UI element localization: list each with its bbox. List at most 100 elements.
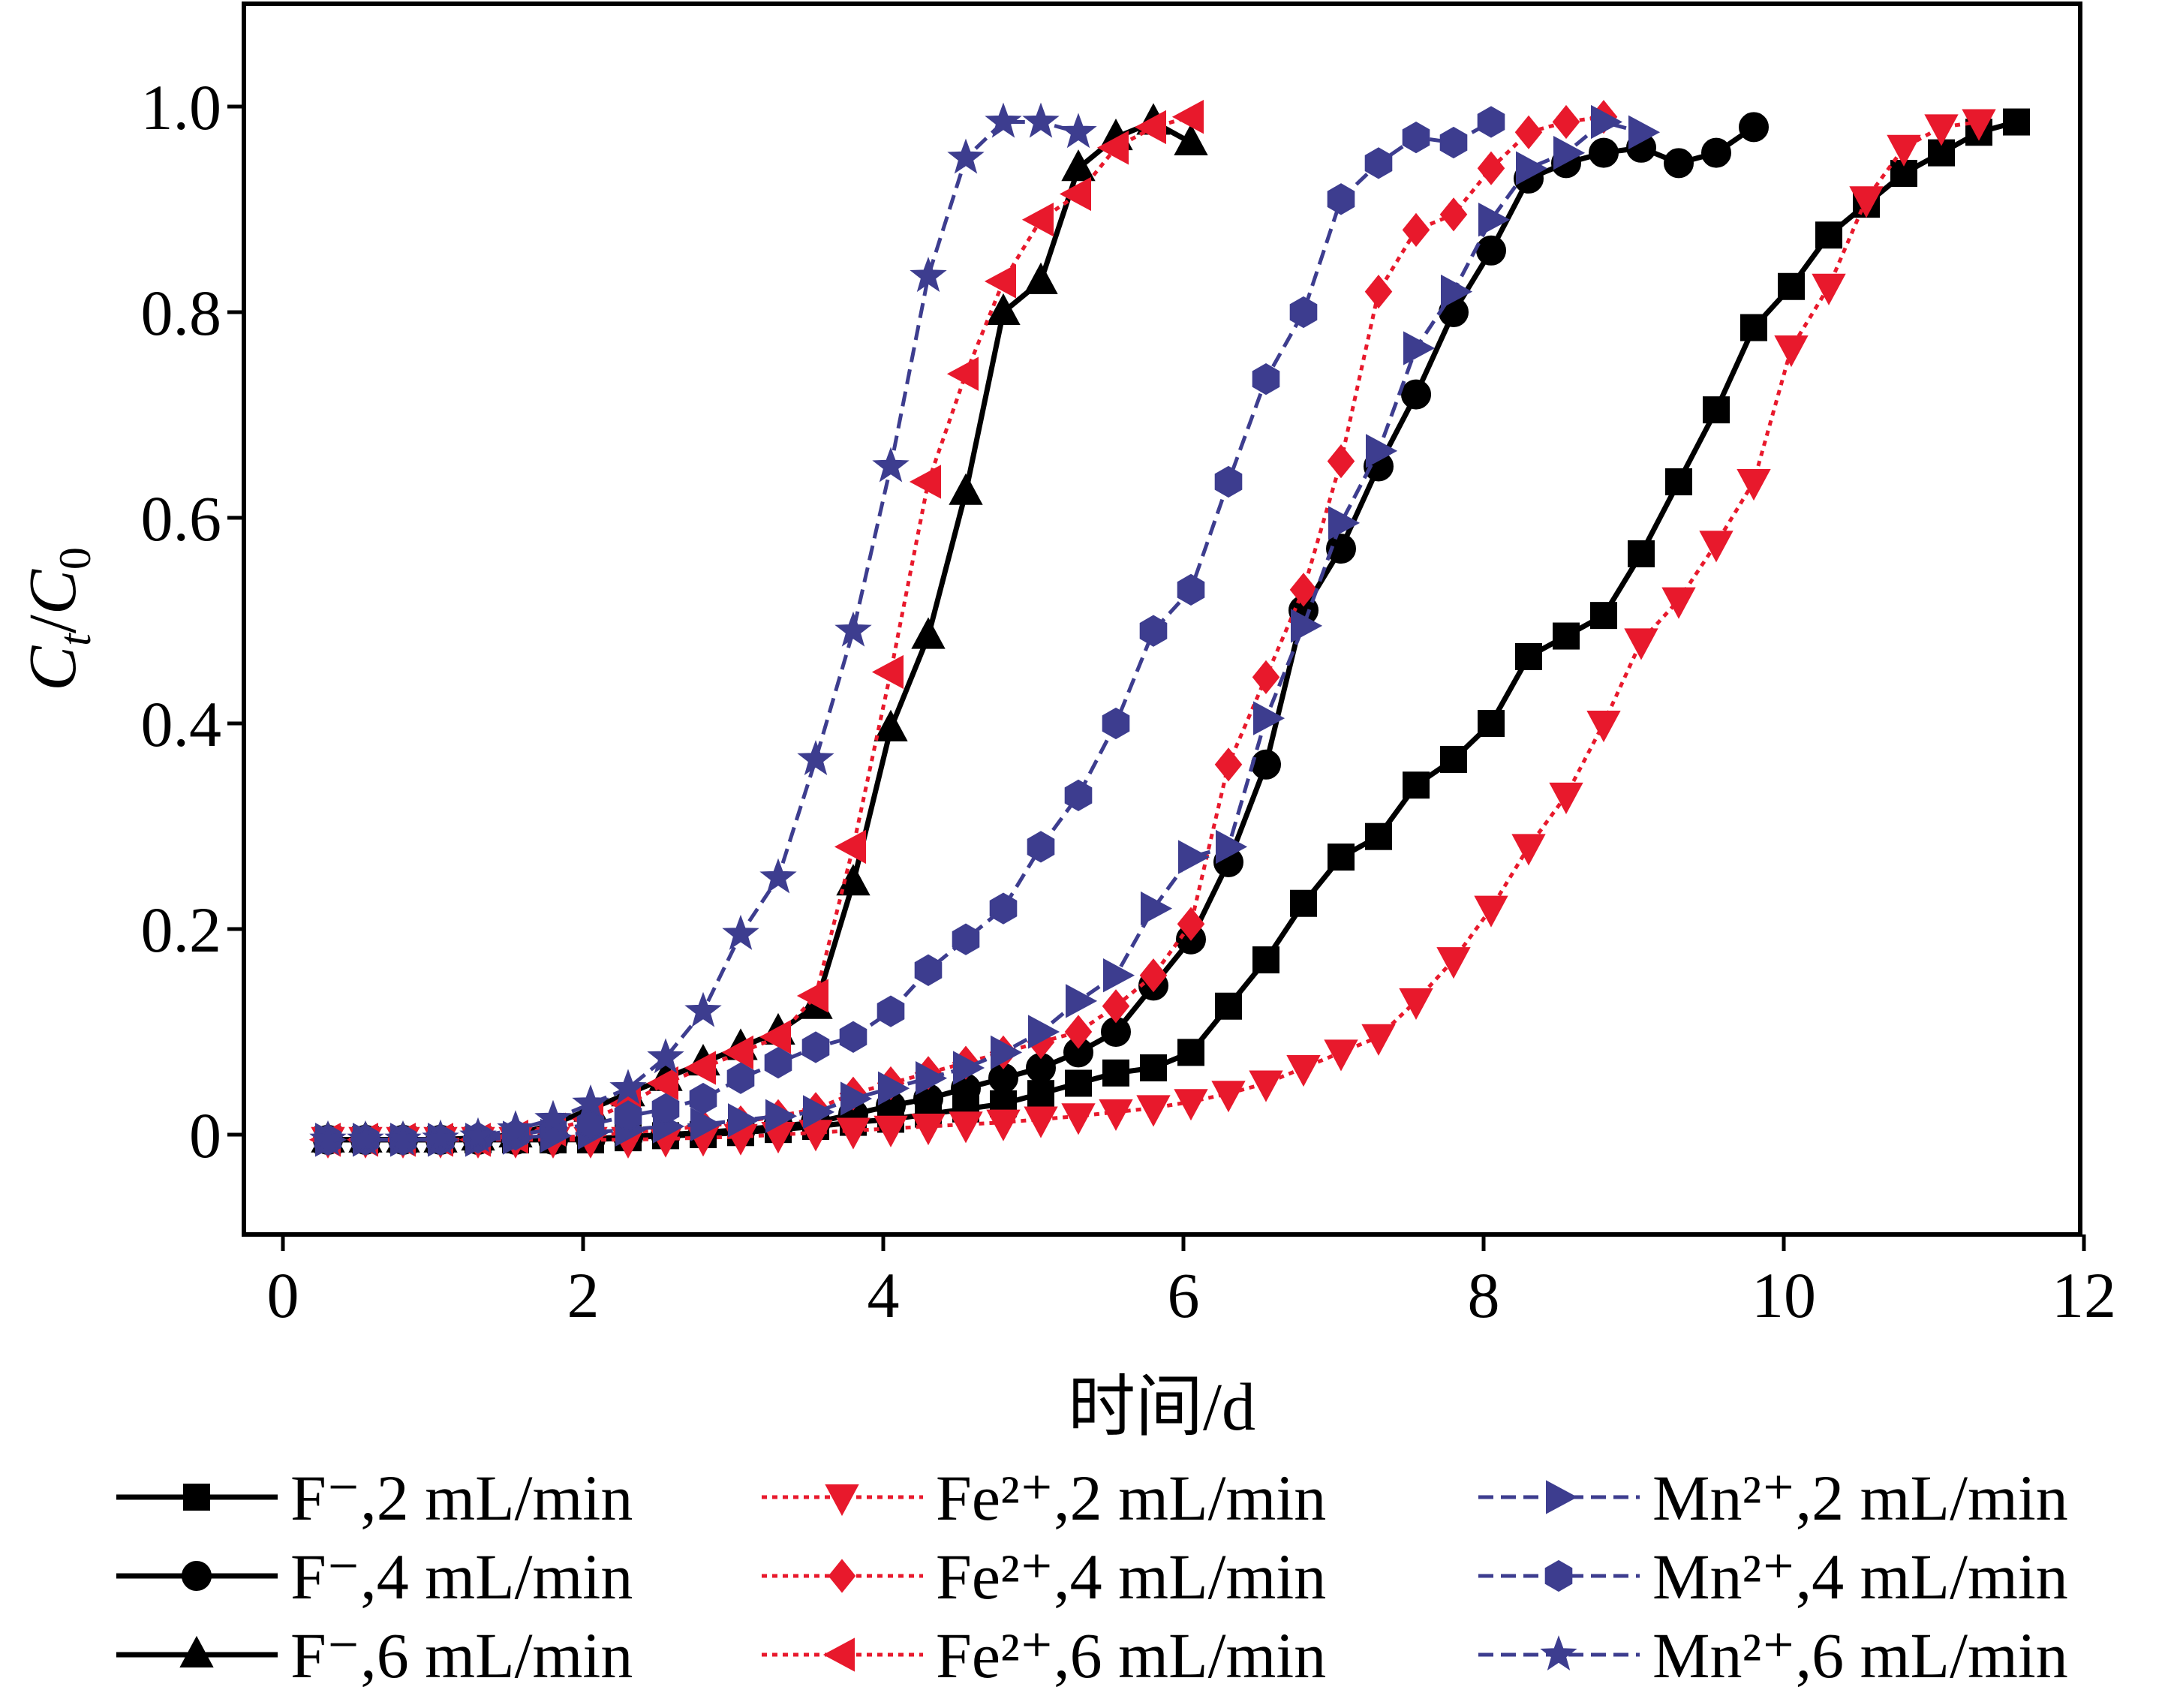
data-point	[1099, 1099, 1133, 1132]
data-point	[1024, 262, 1058, 294]
x-tick-label: 0	[267, 1259, 299, 1331]
data-point	[422, 1119, 459, 1155]
data-point	[690, 1107, 723, 1141]
data-point	[911, 1114, 946, 1146]
data-point	[1139, 958, 1168, 993]
data-point	[1403, 331, 1436, 365]
data-point	[684, 1051, 716, 1085]
data-point	[1628, 115, 1661, 149]
data-point	[1477, 151, 1505, 185]
data-point	[1139, 615, 1168, 647]
x-axis-ticks: 0 2 4 6 8 10 12	[267, 1234, 2116, 1331]
data-point	[1441, 274, 1473, 309]
data-point	[572, 1084, 609, 1120]
legend-label: F⁻,4 mL/min	[290, 1541, 633, 1613]
data-point	[947, 138, 985, 174]
y-tick-label: 0.8	[141, 277, 222, 349]
data-point	[1214, 747, 1243, 782]
series-line	[328, 115, 1604, 1142]
data-point	[796, 979, 828, 1013]
data-point	[1214, 465, 1243, 498]
data-point	[1252, 362, 1280, 395]
data-point	[946, 356, 979, 391]
data-point	[759, 858, 797, 894]
data-point	[1328, 506, 1361, 540]
data-point	[651, 1093, 680, 1125]
data-point	[989, 892, 1018, 925]
data-point	[1215, 992, 1242, 1020]
data-point	[1849, 186, 1884, 218]
legend-marker	[828, 1559, 856, 1593]
data-point	[986, 1109, 1021, 1141]
data-point	[1061, 149, 1096, 182]
data-point	[309, 1120, 347, 1156]
series-line	[328, 120, 1079, 1142]
data-point	[1516, 151, 1548, 185]
data-point	[1514, 115, 1543, 149]
data-point	[721, 1035, 753, 1070]
data-point	[1701, 137, 1731, 168]
data-point	[1740, 314, 1767, 341]
data-point	[878, 1071, 910, 1105]
data-point	[1177, 573, 1205, 606]
data-point	[1402, 121, 1430, 154]
legend-marker	[825, 1484, 859, 1517]
data-point	[952, 923, 980, 955]
data-point	[1291, 609, 1323, 643]
data-point	[1141, 891, 1173, 926]
x-tick-label: 8	[1468, 1259, 1500, 1331]
data-point	[1552, 104, 1580, 140]
x-axis-title: 时间/d	[1068, 1370, 1255, 1445]
data-point	[1059, 176, 1091, 212]
legend-item: F⁻,4 mL/min	[116, 1541, 633, 1613]
data-point	[1553, 622, 1580, 650]
data-point	[1289, 296, 1318, 329]
data-point	[614, 1100, 642, 1132]
data-point	[1136, 1095, 1171, 1127]
data-point	[803, 1095, 835, 1129]
data-point	[871, 654, 904, 690]
y-axis-title-sub2: 0	[50, 547, 100, 570]
data-point	[1664, 148, 1694, 179]
x-tick-label: 2	[567, 1259, 600, 1331]
data-point	[1436, 947, 1471, 979]
data-point	[1102, 707, 1130, 740]
data-point	[1134, 110, 1166, 145]
data-point	[911, 617, 946, 649]
data-point	[1326, 534, 1356, 564]
data-point	[1366, 434, 1398, 468]
data-point	[834, 611, 872, 647]
data-point	[1174, 123, 1208, 155]
data-point	[949, 1111, 983, 1144]
series-line	[328, 120, 1642, 1142]
data-point	[609, 1069, 647, 1105]
y-tick-label: 0.2	[141, 894, 222, 966]
legend-label: F⁻,2 mL/min	[290, 1462, 633, 1534]
data-point	[1812, 273, 1846, 305]
data-point	[1211, 1081, 1246, 1113]
data-point	[347, 1120, 384, 1156]
data-point	[1060, 113, 1097, 149]
legend-label: Fe²⁺,6 mL/min	[936, 1619, 1326, 1691]
data-point	[874, 1115, 908, 1147]
data-point	[1171, 100, 1204, 134]
data-point	[1815, 221, 1842, 249]
data-point	[759, 1020, 791, 1054]
y-tick-label: 1.0	[141, 71, 222, 143]
legend-item: Mn²⁺,6 mL/min	[1478, 1619, 2068, 1691]
series-line	[328, 119, 2017, 1143]
data-point	[874, 709, 908, 741]
series-layer	[308, 100, 2030, 1159]
svg-text:Ct/C0: Ct/C0	[16, 547, 100, 691]
legend-marker	[1544, 1559, 1573, 1592]
legend-marker	[182, 1561, 212, 1591]
legend-label: Fe²⁺,2 mL/min	[936, 1462, 1326, 1534]
series-9	[309, 102, 1097, 1156]
data-point	[985, 102, 1022, 138]
data-point	[646, 1066, 678, 1101]
data-point	[1252, 660, 1280, 694]
data-point	[1286, 1055, 1321, 1087]
data-point	[910, 257, 947, 293]
data-point	[728, 1103, 760, 1138]
